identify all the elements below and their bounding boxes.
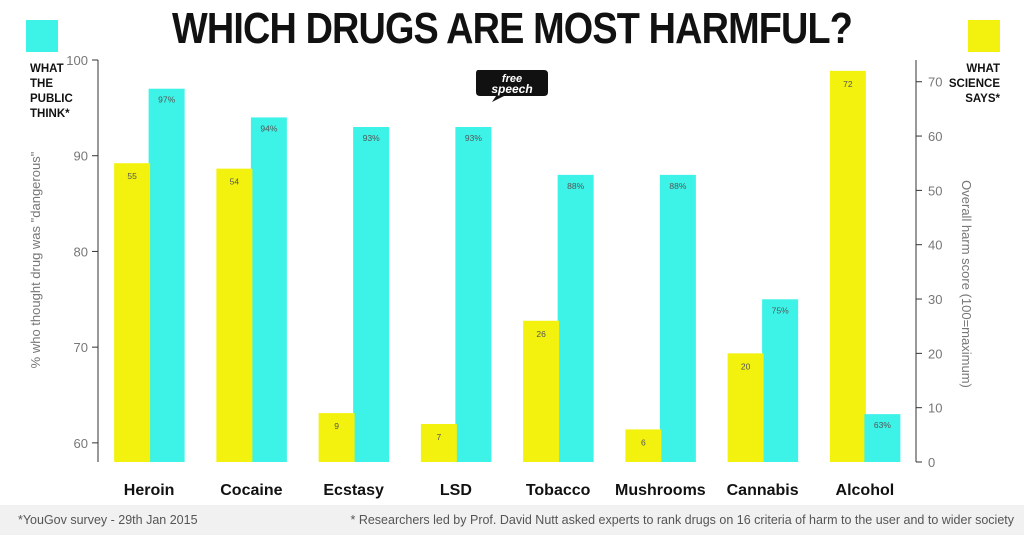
data-labels: 97% 55 94% 54 93% 9 93% 7 88% 26 88% 6 75% 20 63% 72 bbox=[127, 79, 891, 448]
footnote-yougov: *YouGov survey - 29th Jan 2015 bbox=[18, 513, 198, 527]
y-right-tick-label: 50 bbox=[928, 183, 942, 198]
y-right-tick-label: 40 bbox=[928, 238, 942, 253]
data-label-public: 94% bbox=[260, 123, 277, 133]
y-right-tick-label: 70 bbox=[928, 75, 942, 90]
logo-line2: speech bbox=[491, 82, 532, 96]
y-left-tick-label: 70 bbox=[74, 340, 88, 355]
bar-public bbox=[148, 88, 185, 462]
category-label: Cannabis bbox=[727, 482, 799, 499]
legend-swatch-public bbox=[26, 20, 58, 52]
data-label-public: 88% bbox=[669, 181, 686, 191]
bar-science bbox=[216, 168, 253, 462]
data-label-science: 54 bbox=[230, 177, 240, 187]
y-right-tick-label: 30 bbox=[928, 292, 942, 307]
category-label: Mushrooms bbox=[615, 482, 706, 499]
data-label-public: 88% bbox=[567, 181, 584, 191]
y-axis-left-title: % who thought drug was "dangerous" bbox=[28, 151, 43, 368]
data-label-public: 93% bbox=[363, 133, 380, 143]
chart-area: 60 70 80 90 100 0 10 20 30 40 50 60 70 97% 55 94% 54 93%… bbox=[28, 53, 974, 499]
category-label: LSD bbox=[440, 482, 472, 499]
bar-public bbox=[762, 299, 799, 462]
data-label-public: 63% bbox=[874, 420, 891, 430]
y-left-tick-label: 60 bbox=[74, 436, 88, 451]
axes: 60 70 80 90 100 0 10 20 30 40 50 60 70 bbox=[66, 53, 942, 470]
y-right-tick-label: 20 bbox=[928, 346, 942, 361]
legend-label-public: WHAT THE PUBLIC THINK* bbox=[30, 63, 73, 120]
bar-science bbox=[727, 353, 764, 462]
data-label-science: 26 bbox=[536, 329, 546, 339]
data-label-public: 75% bbox=[772, 305, 789, 315]
bar-science bbox=[625, 429, 662, 462]
footer: *YouGov survey - 29th Jan 2015 * Researc… bbox=[0, 505, 1024, 535]
data-label-science: 20 bbox=[741, 361, 751, 371]
y-left-tick-label: 80 bbox=[74, 244, 88, 259]
category-label: Ecstasy bbox=[323, 482, 384, 499]
data-label-science: 6 bbox=[641, 437, 646, 447]
bar-science bbox=[829, 70, 866, 462]
bar-public bbox=[659, 174, 696, 462]
data-label-science: 7 bbox=[437, 432, 442, 442]
bar-public bbox=[353, 127, 390, 462]
y-right-tick-label: 10 bbox=[928, 401, 942, 416]
y-left-tick-label: 100 bbox=[66, 53, 88, 68]
free-speech-logo: free speech bbox=[476, 70, 548, 102]
category-labels: Heroin Cocaine Ecstasy LSD Tobacco Mushrooms C… bbox=[124, 482, 894, 499]
category-label: Tobacco bbox=[526, 482, 591, 499]
category-label: Cocaine bbox=[220, 482, 282, 499]
y-right-tick-label: 60 bbox=[928, 129, 942, 144]
bar-science bbox=[318, 413, 355, 462]
y-right-tick-label: 0 bbox=[928, 455, 935, 470]
data-label-public: 93% bbox=[465, 133, 482, 143]
footnote-researchers: * Researchers led by Prof. David Nutt as… bbox=[350, 513, 1014, 527]
category-label: Heroin bbox=[124, 482, 175, 499]
legend-swatch-science bbox=[968, 20, 1000, 52]
bar-public bbox=[864, 414, 901, 462]
y-axis-right-title: Overall harm score (100=maximum) bbox=[959, 180, 974, 388]
data-label-science: 72 bbox=[843, 79, 853, 89]
data-label-science: 55 bbox=[127, 171, 137, 181]
bar-public bbox=[557, 174, 594, 462]
category-label: Alcohol bbox=[836, 482, 895, 499]
bar-public bbox=[250, 117, 287, 462]
bar-science bbox=[523, 320, 560, 462]
legend-label-science: WHAT SCIENCE SAYS* bbox=[948, 63, 1000, 105]
chart-title: WHICH DRUGS ARE MOST HARMFUL? bbox=[172, 4, 853, 53]
logo-line1: free bbox=[502, 73, 522, 85]
bar-public bbox=[455, 127, 492, 462]
data-label-public: 97% bbox=[158, 95, 175, 105]
data-label-science: 9 bbox=[334, 421, 339, 431]
bars bbox=[114, 70, 901, 462]
bar-science bbox=[114, 163, 151, 462]
bar-science bbox=[420, 423, 457, 462]
y-left-tick-label: 90 bbox=[74, 149, 88, 164]
